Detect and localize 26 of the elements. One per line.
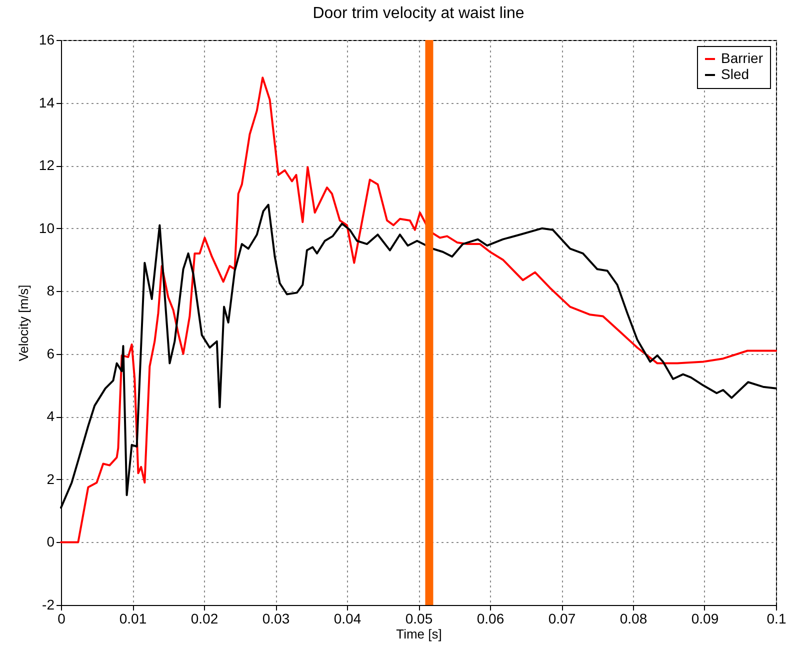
y-tick-label: -2: [42, 596, 55, 612]
legend-label: Barrier: [721, 50, 764, 66]
x-tick-label: 0.06: [476, 610, 504, 626]
x-tick-label: 0.05: [405, 610, 433, 626]
x-tick-label: 0.03: [262, 610, 290, 626]
x-tick-label: 0.08: [620, 610, 648, 626]
y-tick-label: 0: [46, 534, 55, 550]
x-tick-label: 0.09: [691, 610, 719, 626]
y-tick-label: 14: [38, 94, 55, 110]
y-tick-label: 16: [38, 32, 55, 48]
x-tick-label: 0.1: [766, 610, 786, 626]
y-tick-label: 10: [38, 220, 55, 236]
x-tick-label: 0.07: [548, 610, 576, 626]
y-tick-label: 4: [46, 408, 55, 424]
x-tick-label: 0.02: [190, 610, 218, 626]
y-tick-label: 12: [38, 157, 55, 174]
y-tick-label: 6: [46, 345, 55, 362]
y-axis-title: Velocity [m/s]: [16, 284, 31, 362]
y-tick-label: 8: [46, 282, 55, 299]
y-tick-label: 2: [46, 470, 55, 487]
chart-title: Door trim velocity at waist line: [312, 5, 524, 22]
legend-label: Sled: [721, 66, 750, 82]
x-tick-label: 0: [58, 610, 66, 626]
x-tick-label: 0.01: [119, 610, 147, 626]
x-axis-title: Time [s]: [396, 626, 442, 642]
x-tick-label: 0.04: [334, 610, 362, 626]
